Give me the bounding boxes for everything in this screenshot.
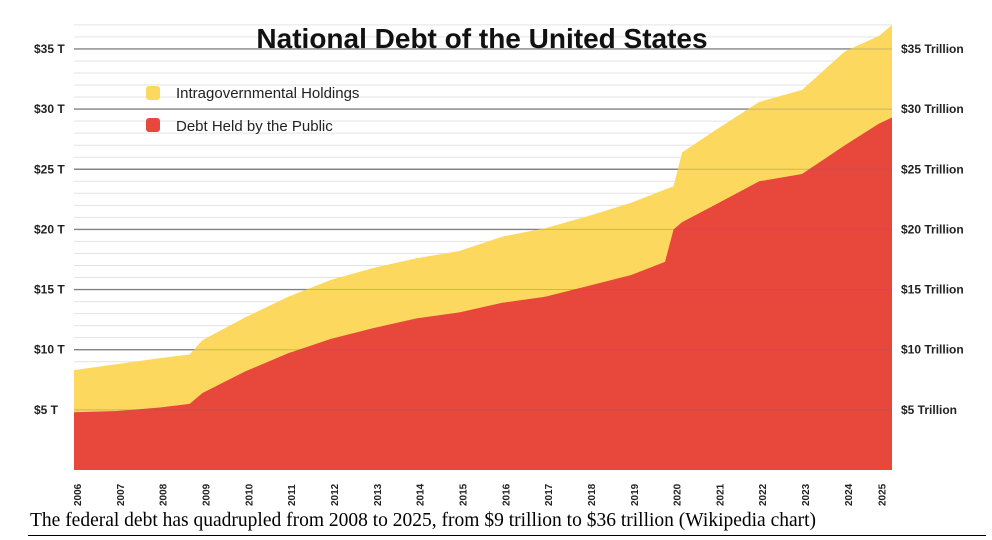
y-tick-label-left: $20 T — [34, 222, 65, 236]
x-tick-label: 2017 — [544, 483, 555, 506]
area-series — [74, 24, 892, 471]
x-tick-label: 2007 — [116, 483, 127, 506]
x-tick-label: 2018 — [587, 483, 598, 506]
x-tick-label: 2010 — [244, 483, 255, 506]
x-tick-label: 2021 — [715, 483, 726, 506]
legend: Intragovernmental Holdings Debt Held by … — [146, 85, 359, 135]
area-debt-held-by-public — [74, 117, 892, 471]
x-tick-label: 2023 — [801, 483, 812, 506]
chart-title: National Debt of the United States — [256, 23, 707, 54]
x-tick-label: 2013 — [373, 483, 384, 506]
x-tick-label: 2009 — [201, 483, 212, 506]
y-tick-label-right: $35 Trillion — [901, 42, 964, 56]
legend-swatch-public — [146, 118, 160, 132]
y-tick-label-left: $5 T — [34, 403, 59, 417]
y-tick-label-left: $25 T — [34, 162, 65, 176]
y-tick-label-right: $5 Trillion — [901, 403, 957, 417]
x-tick-label: 2011 — [287, 484, 298, 506]
legend-swatch-intragovernmental — [146, 86, 160, 100]
legend-label-intragovernmental: Intragovernmental Holdings — [176, 85, 359, 102]
debt-area-chart: $5 T $5 Trillion $10 T $10 Trillion $15 T $15… — [34, 23, 964, 506]
x-tick-label: 2008 — [159, 483, 170, 506]
caption-underline — [28, 535, 986, 536]
legend-label-public: Debt Held by the Public — [176, 118, 333, 135]
y-tick-label-left: $30 T — [34, 102, 65, 116]
figure-caption: The federal debt has quadrupled from 200… — [30, 510, 817, 531]
x-tick-label: 2022 — [758, 483, 769, 506]
y-tick-label-left: $10 T — [34, 343, 65, 357]
y-axis-ticks: $5 T $5 Trillion $10 T $10 Trillion $15 T $15… — [34, 42, 964, 417]
x-axis-ticks: 2006 2007 2008 2009 2010 2011 2012 2013 2014 2015… — [73, 483, 889, 506]
x-tick-label: 2019 — [630, 483, 641, 506]
x-tick-label: 2015 — [458, 483, 469, 506]
y-tick-label-right: $25 Trillion — [901, 162, 964, 176]
x-tick-label: 2025 — [878, 483, 889, 506]
x-tick-label: 2024 — [844, 483, 855, 506]
debt-chart: $5 T $5 Trillion $10 T $10 Trillion $15 T $15… — [34, 23, 964, 506]
y-tick-label-right: $15 Trillion — [901, 283, 964, 297]
x-tick-label: 2016 — [501, 483, 512, 506]
y-tick-label-left: $15 T — [34, 283, 65, 297]
y-tick-label-right: $30 Trillion — [901, 102, 964, 116]
y-tick-label-left: $35 T — [34, 42, 65, 56]
y-tick-label-right: $10 Trillion — [901, 343, 964, 357]
x-tick-label: 2014 — [416, 483, 427, 506]
y-tick-label-right: $20 Trillion — [901, 222, 964, 236]
x-tick-label: 2012 — [330, 483, 341, 506]
x-tick-label: 2006 — [73, 483, 84, 506]
x-tick-label: 2020 — [673, 483, 684, 506]
